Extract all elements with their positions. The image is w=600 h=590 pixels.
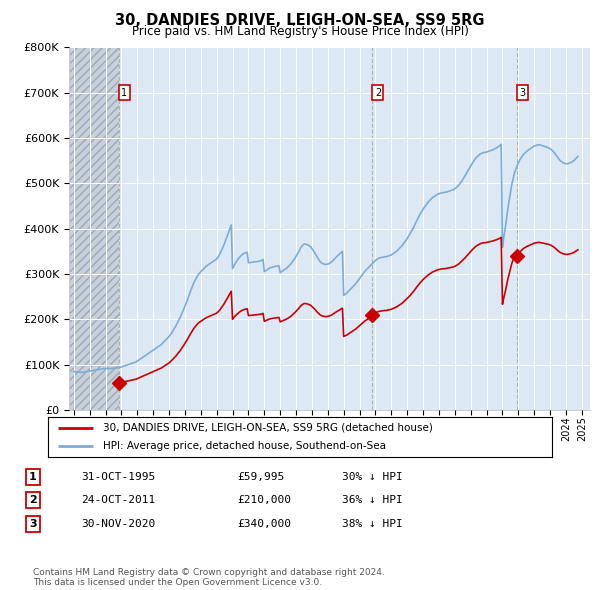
Text: 30-NOV-2020: 30-NOV-2020 bbox=[81, 519, 155, 529]
Text: 38% ↓ HPI: 38% ↓ HPI bbox=[342, 519, 403, 529]
Text: £340,000: £340,000 bbox=[237, 519, 291, 529]
Text: 1: 1 bbox=[29, 472, 37, 481]
Text: 3: 3 bbox=[29, 519, 37, 529]
Text: Contains HM Land Registry data © Crown copyright and database right 2024.
This d: Contains HM Land Registry data © Crown c… bbox=[33, 568, 385, 587]
Text: 2: 2 bbox=[375, 87, 381, 97]
Text: HPI: Average price, detached house, Southend-on-Sea: HPI: Average price, detached house, Sout… bbox=[103, 441, 386, 451]
Text: 30, DANDIES DRIVE, LEIGH-ON-SEA, SS9 5RG: 30, DANDIES DRIVE, LEIGH-ON-SEA, SS9 5RG bbox=[115, 13, 485, 28]
Text: 3: 3 bbox=[520, 87, 526, 97]
Text: 24-OCT-2011: 24-OCT-2011 bbox=[81, 496, 155, 505]
Text: £210,000: £210,000 bbox=[237, 496, 291, 505]
Text: 30% ↓ HPI: 30% ↓ HPI bbox=[342, 472, 403, 481]
Text: 2: 2 bbox=[29, 496, 37, 505]
Text: 1: 1 bbox=[121, 87, 127, 97]
Text: 31-OCT-1995: 31-OCT-1995 bbox=[81, 472, 155, 481]
Text: Price paid vs. HM Land Registry's House Price Index (HPI): Price paid vs. HM Land Registry's House … bbox=[131, 25, 469, 38]
Text: 36% ↓ HPI: 36% ↓ HPI bbox=[342, 496, 403, 505]
Text: £59,995: £59,995 bbox=[237, 472, 284, 481]
Text: 30, DANDIES DRIVE, LEIGH-ON-SEA, SS9 5RG (detached house): 30, DANDIES DRIVE, LEIGH-ON-SEA, SS9 5RG… bbox=[103, 423, 433, 433]
